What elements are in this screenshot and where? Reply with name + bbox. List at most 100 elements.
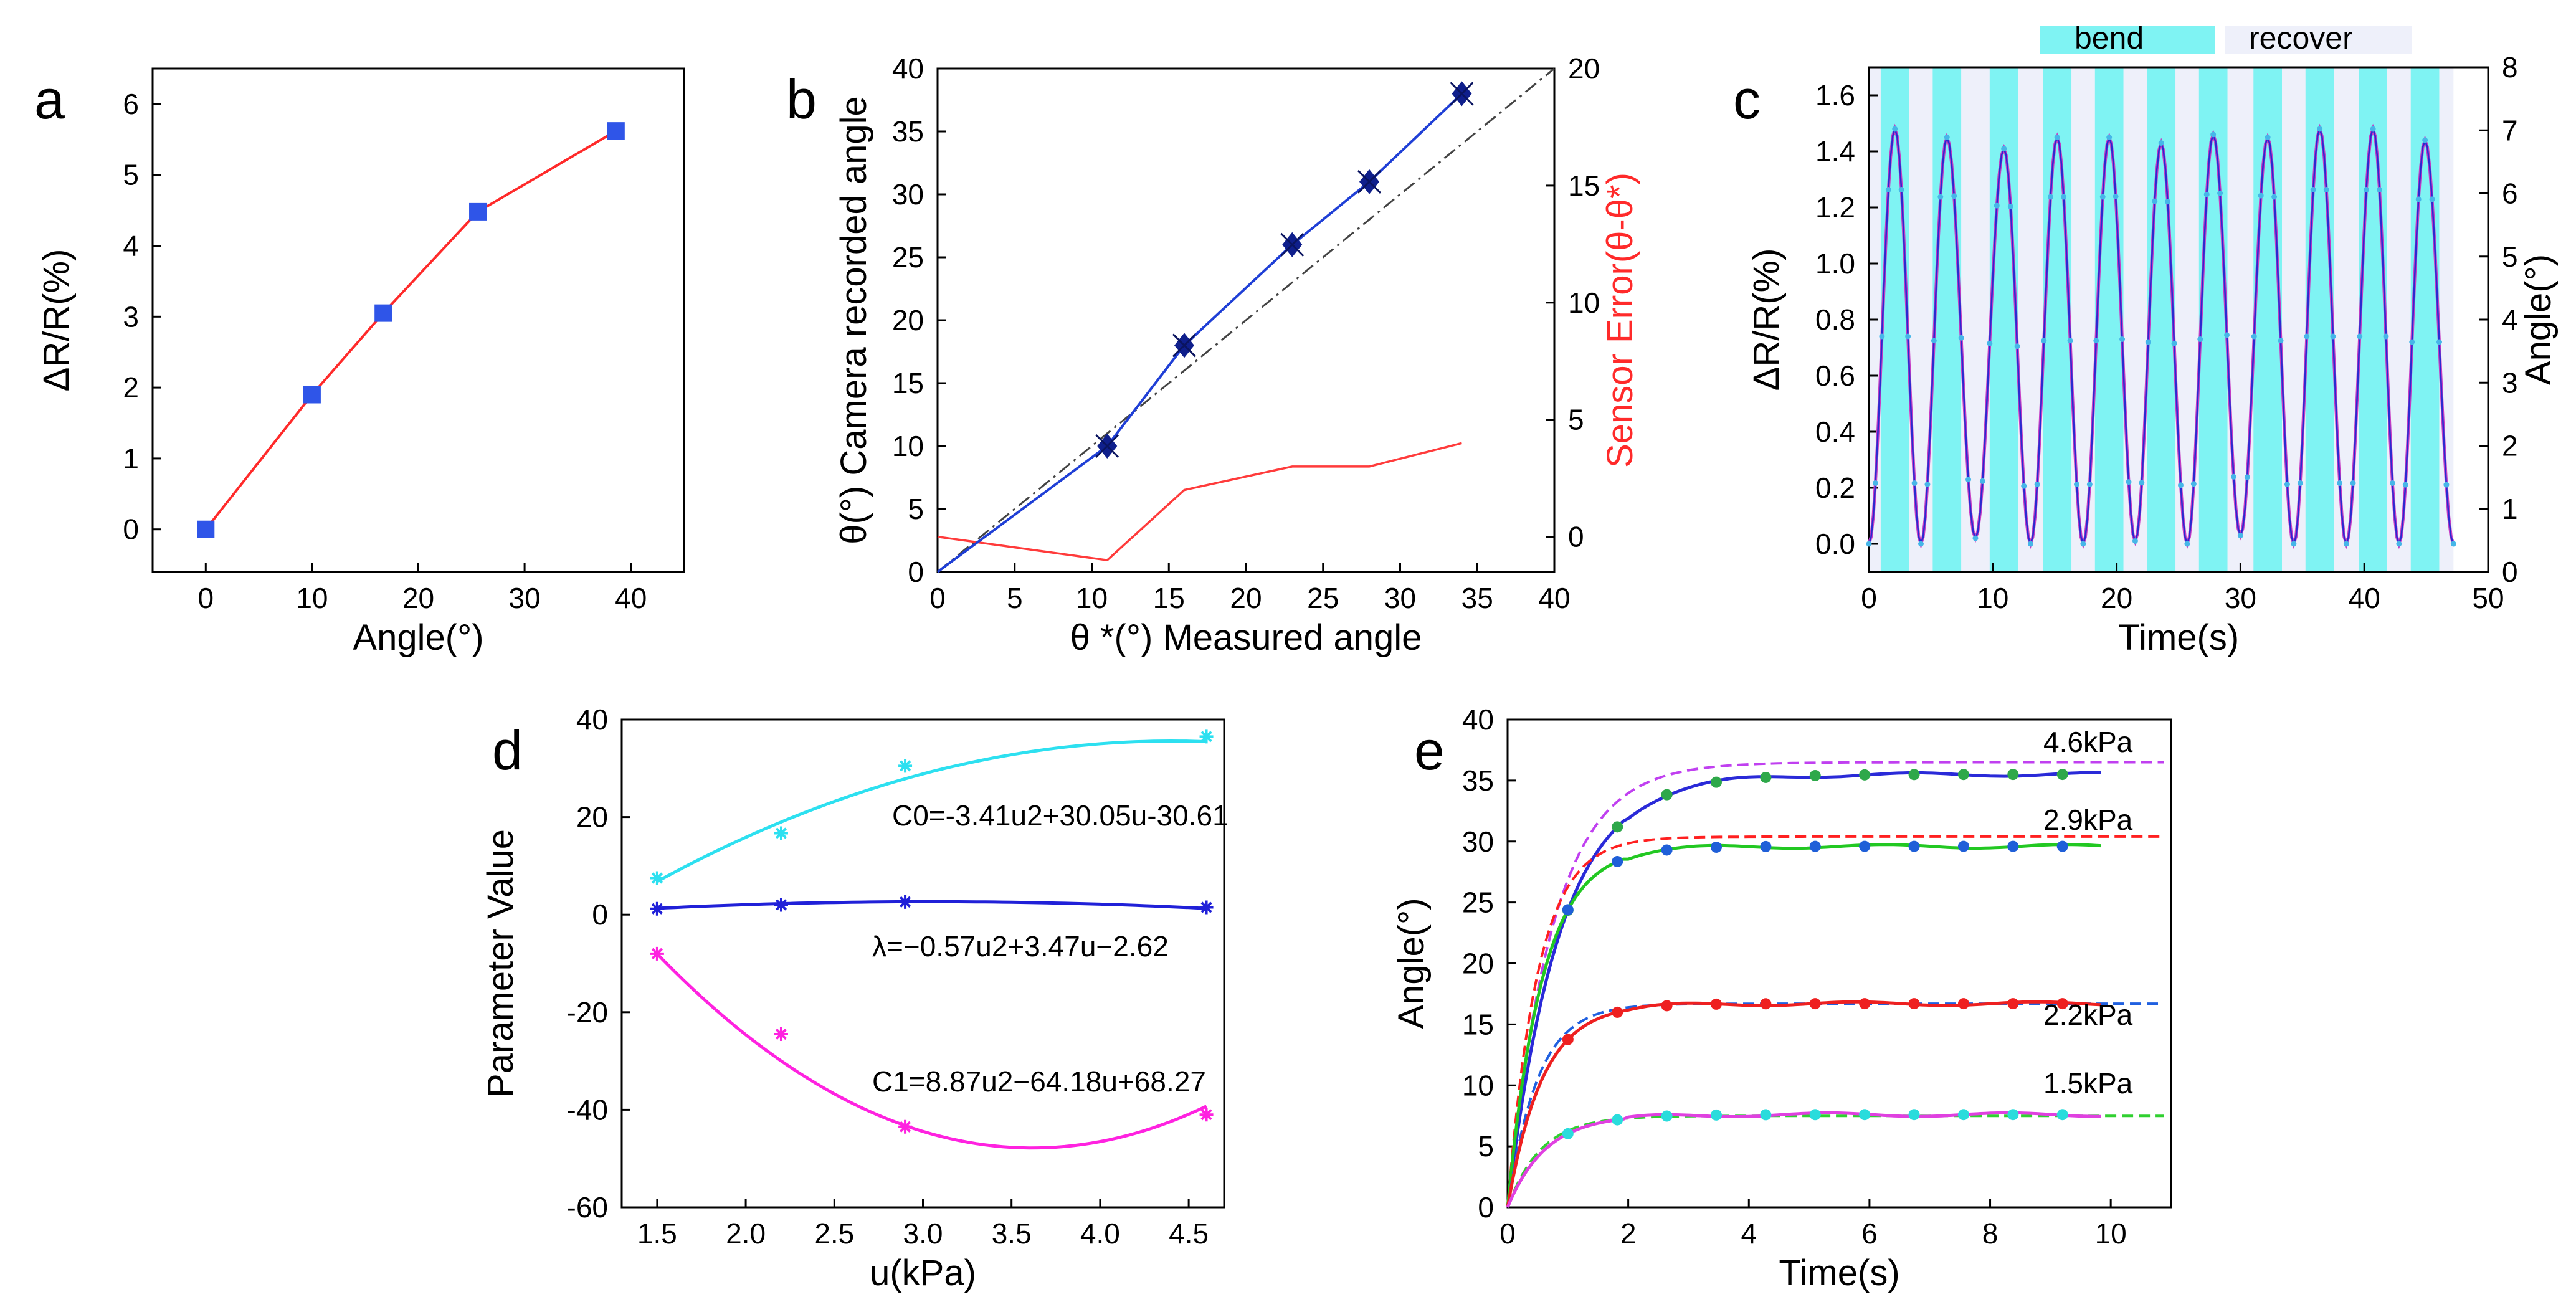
y2-tick-label: 2 bbox=[2502, 430, 2518, 462]
data-point bbox=[2251, 333, 2257, 340]
data-point bbox=[2278, 338, 2284, 344]
y-tick-label: 15 bbox=[892, 367, 924, 399]
panel-label: c bbox=[1733, 69, 1761, 130]
x-tick-label: 3.5 bbox=[992, 1217, 1032, 1250]
data-point bbox=[2067, 338, 2073, 344]
y2-tick-label: 1 bbox=[2502, 493, 2518, 525]
panel-label: a bbox=[34, 69, 65, 130]
data-point bbox=[1809, 1109, 1821, 1121]
data-point bbox=[2370, 126, 2376, 132]
data-point bbox=[2184, 541, 2190, 547]
data-point bbox=[1809, 840, 1821, 852]
bend-band bbox=[2305, 67, 2334, 572]
y-tick-label: 35 bbox=[1462, 764, 1494, 797]
legend-swatch-bend bbox=[2040, 26, 2215, 54]
y-tick-label: 20 bbox=[1462, 948, 1494, 980]
x-tick-label: 6 bbox=[1861, 1217, 1878, 1250]
data-point bbox=[2337, 480, 2343, 486]
data-point bbox=[1199, 1108, 1214, 1122]
data-point bbox=[2119, 336, 2126, 342]
y-tick-label: 25 bbox=[1462, 886, 1494, 919]
data-point bbox=[1879, 333, 1885, 340]
x-tick-label: 40 bbox=[615, 582, 647, 614]
data-point bbox=[2106, 135, 2113, 140]
data-point bbox=[1944, 135, 1950, 140]
legend-swatch-recover bbox=[2225, 26, 2412, 54]
data-point bbox=[1710, 1109, 1722, 1121]
data-point bbox=[1859, 769, 1871, 781]
y-tick-label: 40 bbox=[576, 703, 608, 736]
panel-a: 0 10 20 30 40 0 1 2 3 4 5 6 Angle(°) ΔR/R(%) a bbox=[34, 67, 685, 658]
data-point bbox=[2007, 769, 2019, 781]
data-point bbox=[2284, 481, 2290, 487]
data-point bbox=[2093, 338, 2099, 344]
y-tick-label: 0.6 bbox=[1815, 359, 1855, 392]
panel-label: b bbox=[786, 69, 817, 130]
data-point bbox=[1972, 535, 1979, 541]
y-tick-label: 1.0 bbox=[1815, 247, 1855, 280]
data-point bbox=[2113, 193, 2119, 199]
data-point bbox=[469, 202, 487, 221]
bend-band bbox=[1932, 67, 1962, 572]
bend-band bbox=[2410, 67, 2440, 572]
data-point bbox=[1612, 821, 1623, 833]
data-point bbox=[607, 122, 625, 140]
data-point bbox=[2323, 187, 2329, 193]
legend-label-recover: recover bbox=[2249, 21, 2353, 55]
y-tick-label: 1 bbox=[123, 442, 139, 475]
data-point bbox=[1661, 789, 1673, 801]
y2-tick-label: 8 bbox=[2502, 51, 2518, 83]
x-tick-label: 20 bbox=[2101, 582, 2132, 614]
data-point bbox=[2047, 194, 2053, 200]
data-point bbox=[2158, 140, 2164, 146]
series-label: 2.9kPa bbox=[2043, 804, 2133, 836]
data-point bbox=[2054, 135, 2060, 140]
fit-curve bbox=[656, 953, 1207, 1150]
data-point bbox=[1885, 187, 1891, 193]
y2-tick-label: 0 bbox=[2502, 556, 2518, 588]
y-tick-label: 20 bbox=[892, 304, 924, 336]
data-point bbox=[2099, 194, 2106, 200]
x-tick-label: 30 bbox=[2225, 582, 2256, 614]
data-point bbox=[2317, 126, 2323, 132]
data-point bbox=[1908, 1109, 1920, 1121]
y-axis-label: ΔR/R(%) bbox=[1746, 249, 1787, 391]
y2-tick-label: 6 bbox=[2502, 178, 2518, 210]
measured-curve bbox=[1506, 771, 2101, 1208]
y2-tick-label: 3 bbox=[2502, 366, 2518, 399]
data-point bbox=[2304, 333, 2310, 340]
y-tick-label: 40 bbox=[892, 52, 924, 85]
x-tick-label: 30 bbox=[1384, 582, 1416, 614]
data-point bbox=[1562, 1128, 1574, 1139]
y-tick-label: 3 bbox=[123, 300, 139, 333]
data-point bbox=[2415, 196, 2422, 202]
data-point bbox=[1908, 840, 1920, 852]
error-bar bbox=[1357, 169, 1382, 194]
y-tick-label: -20 bbox=[567, 996, 608, 1029]
y-tick-label: 2 bbox=[123, 371, 139, 404]
data-point bbox=[1957, 998, 1969, 1010]
panel-d: 1.5 2.0 2.5 3.0 3.5 4.0 4.5 -60 -40 -20 0 20 40 u(kPa… bbox=[480, 703, 1229, 1293]
data-point bbox=[1937, 194, 1944, 200]
data-point bbox=[1199, 729, 1214, 744]
data-point bbox=[1892, 126, 1898, 132]
data-point bbox=[1760, 771, 1772, 783]
y-tick-label: 4 bbox=[123, 230, 139, 262]
series-line bbox=[204, 130, 617, 530]
y2-tick-label: 0 bbox=[1568, 521, 1584, 553]
error-bar bbox=[1450, 82, 1474, 106]
panel-label: e bbox=[1414, 720, 1445, 781]
data-point bbox=[2034, 481, 2040, 487]
y-tick-label: 35 bbox=[892, 115, 924, 148]
data-point bbox=[303, 386, 321, 404]
x-tick-label: 15 bbox=[1153, 582, 1185, 614]
data-point bbox=[2429, 196, 2435, 202]
model-curve bbox=[1506, 761, 2164, 1208]
y-tick-label: -60 bbox=[567, 1191, 608, 1224]
bend-band bbox=[1989, 67, 2018, 572]
data-point bbox=[2297, 480, 2303, 486]
y-tick-label: 20 bbox=[576, 801, 608, 834]
data-point bbox=[2001, 146, 2007, 151]
y-tick-label: 30 bbox=[1462, 825, 1494, 858]
data-point bbox=[1931, 338, 1937, 344]
